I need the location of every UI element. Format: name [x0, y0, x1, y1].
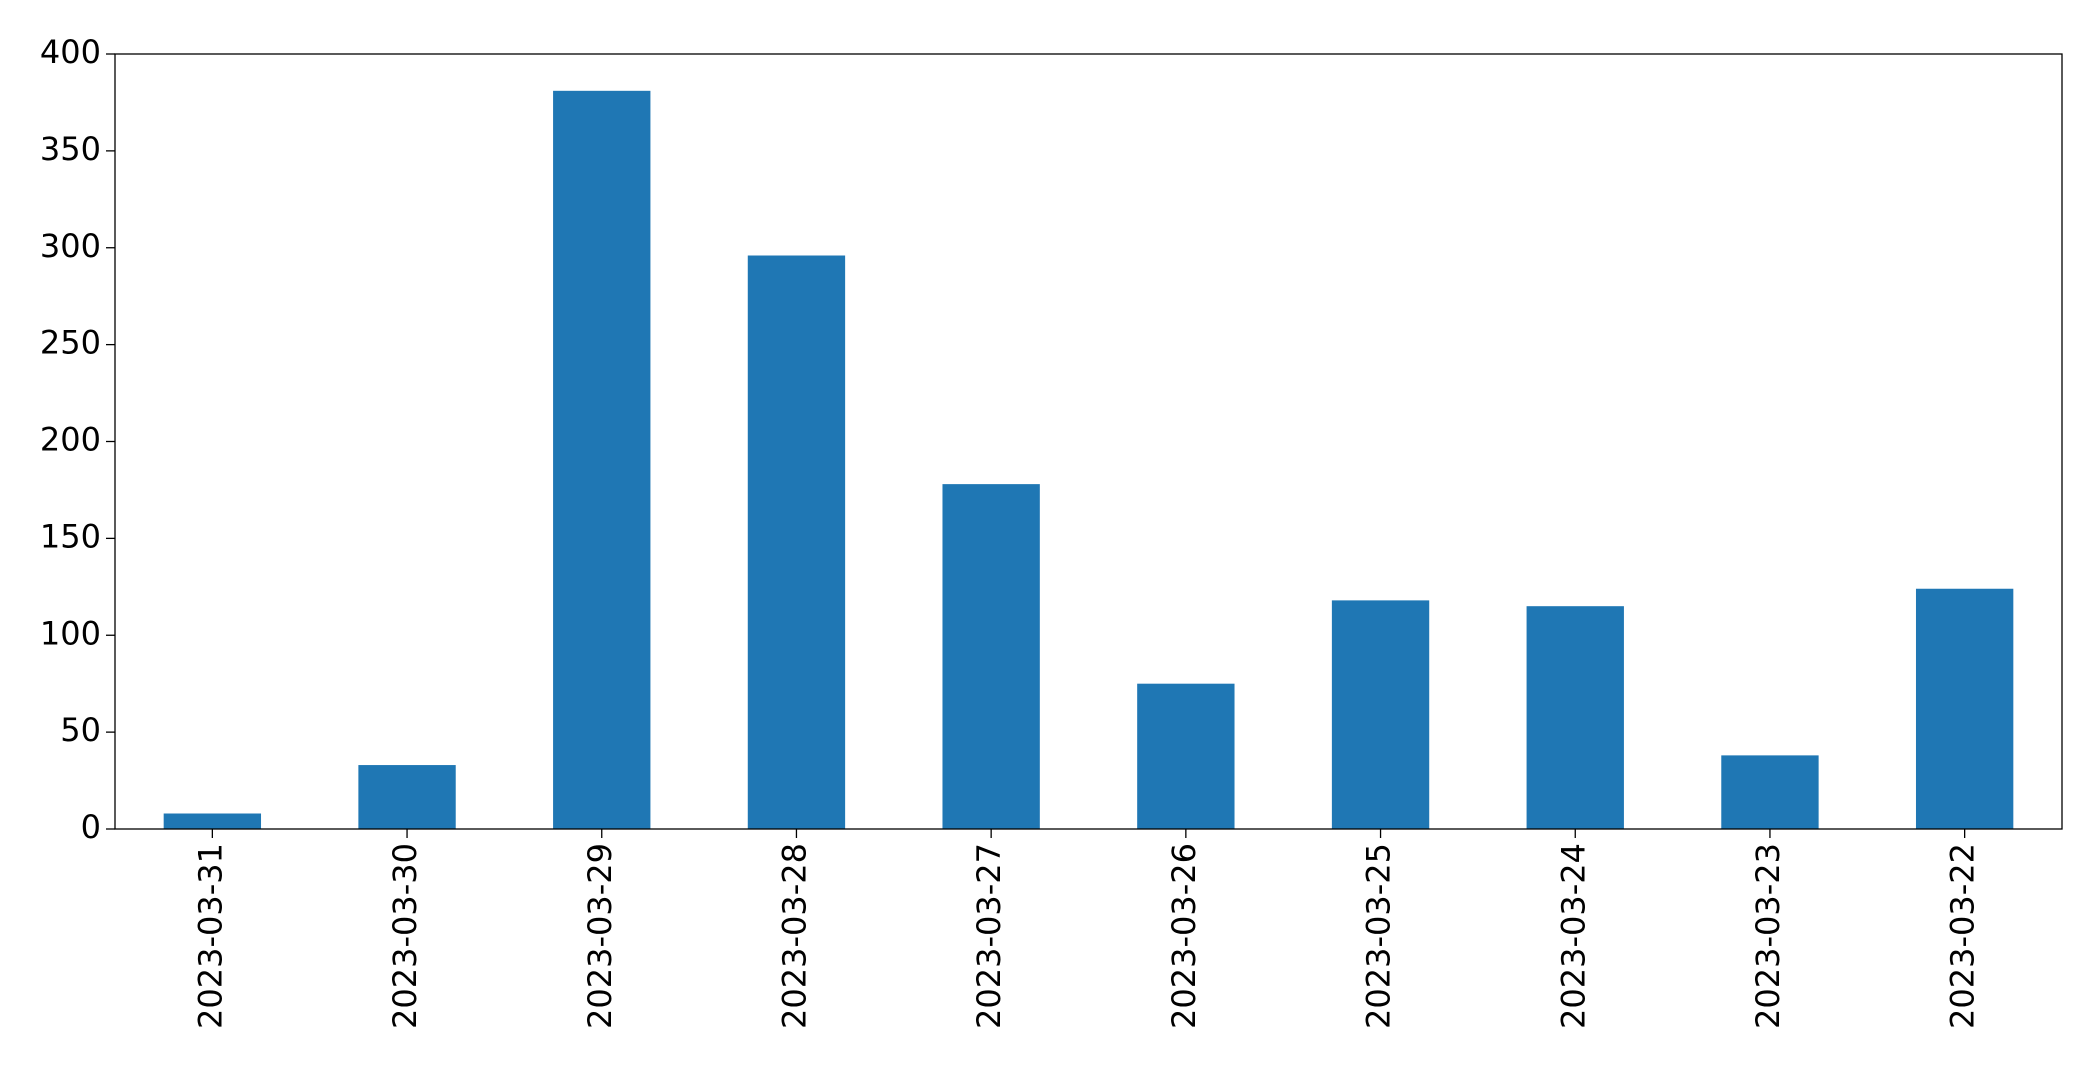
x-tick-label: 2023-03-26 — [1165, 843, 1203, 1029]
y-tick-label: 50 — [60, 711, 101, 749]
x-tick-label: 2023-03-28 — [775, 843, 813, 1029]
x-tick-label: 2023-03-24 — [1554, 843, 1592, 1029]
y-tick-label: 0 — [81, 808, 101, 846]
bar — [1526, 606, 1624, 829]
x-tick-label: 2023-03-30 — [386, 843, 424, 1029]
y-tick-label: 300 — [40, 227, 101, 265]
y-tick-label: 200 — [40, 421, 101, 459]
plot-frame — [114, 53, 2063, 830]
bar — [942, 484, 1040, 829]
y-tick-label: 350 — [40, 130, 101, 168]
bar — [358, 765, 456, 829]
x-tick-label: 2023-03-31 — [191, 843, 229, 1029]
bar — [1331, 600, 1430, 829]
y-tick-label: 400 — [40, 33, 101, 71]
x-tick-label: 2023-03-27 — [970, 843, 1008, 1029]
bar — [747, 255, 846, 829]
x-tick-label: 2023-03-25 — [1360, 843, 1398, 1029]
x-tick-label: 2023-03-23 — [1749, 843, 1787, 1029]
bar — [1915, 588, 2014, 829]
bar — [553, 90, 651, 829]
x-tick-label: 2023-03-29 — [581, 843, 619, 1029]
x-tick-label: 2023-03-22 — [1944, 843, 1982, 1029]
y-tick-label: 100 — [40, 614, 101, 652]
y-tick-label: 250 — [40, 324, 101, 362]
bar — [163, 813, 262, 829]
bar — [1137, 683, 1235, 829]
y-tick-label: 150 — [40, 517, 101, 555]
bar — [1721, 755, 1819, 829]
